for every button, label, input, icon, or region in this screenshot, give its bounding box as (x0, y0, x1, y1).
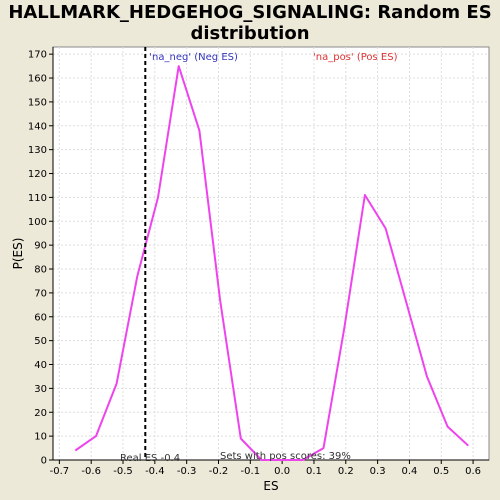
series-group (74, 65, 469, 461)
y-tick-label: 160 (28, 74, 47, 85)
x-tick-label: -0.7 (50, 466, 70, 477)
series-line (74, 65, 469, 461)
y-tick-label: 40 (34, 360, 47, 371)
plot-area (52, 46, 490, 461)
y-tick-label: 10 (34, 432, 47, 443)
x-axis-title: ES (263, 479, 278, 493)
y-tick-label: 130 (28, 145, 47, 156)
x-tick-label: -0.4 (145, 466, 165, 477)
y-tick-label: 20 (34, 408, 47, 419)
chart-title-line-1: HALLMARK_HEDGEHOG_SIGNALING: Random ES (8, 2, 492, 23)
x-tick-label: 0.3 (370, 466, 386, 477)
y-tick-label: 0 (41, 456, 47, 467)
chart-title-line-2: distribution (190, 23, 310, 44)
y-tick-label: 90 (34, 241, 47, 252)
y-tick-label: 60 (34, 312, 47, 323)
y-tick-label: 110 (28, 193, 47, 204)
x-tick-label: -0.3 (177, 466, 197, 477)
y-tick-label: 80 (34, 265, 47, 276)
x-tick-label: 0.2 (338, 466, 354, 477)
y-axis-title: P(ES) (11, 238, 25, 270)
annotations-group: 'na_neg' (Neg ES) 'na_pos' (Pos ES) Real E… (120, 47, 398, 464)
grid (53, 47, 489, 461)
x-tick-label: -0.6 (81, 466, 101, 477)
x-tick-label: -0.5 (113, 466, 133, 477)
neg-es-label: 'na_neg' (Neg ES) (149, 52, 238, 63)
y-tick-label: 120 (28, 169, 47, 180)
chart-title: HALLMARK_HEDGEHOG_SIGNALING: Random ES d… (0, 2, 500, 44)
x-tick-label: -0.1 (241, 466, 261, 477)
x-tick-label: 0.1 (306, 466, 322, 477)
x-tick-label: -0.2 (209, 466, 229, 477)
axes: 0 10 20 30 40 50 60 70 80 90 100 110 120 130 140 150 160… (11, 47, 489, 493)
y-tick-label: 100 (28, 217, 47, 228)
y-tick-label: 150 (28, 97, 47, 108)
x-tick-label: 0.4 (401, 466, 417, 477)
pos-scores-label: Sets with pos scores: 39% (220, 451, 351, 462)
x-tick-label: 0.6 (465, 466, 481, 477)
y-tick-label: 70 (34, 288, 47, 299)
x-tick-label: 0.5 (433, 466, 449, 477)
x-tick-label: 0.0 (274, 466, 290, 477)
real-es-label: Real ES -0.4 (120, 453, 180, 464)
y-tick-label: 140 (28, 121, 47, 132)
y-tick-label: 170 (28, 50, 47, 61)
pos-es-label: 'na_pos' (Pos ES) (313, 52, 398, 63)
y-tick-label: 50 (34, 336, 47, 347)
y-tick-label: 30 (34, 384, 47, 395)
